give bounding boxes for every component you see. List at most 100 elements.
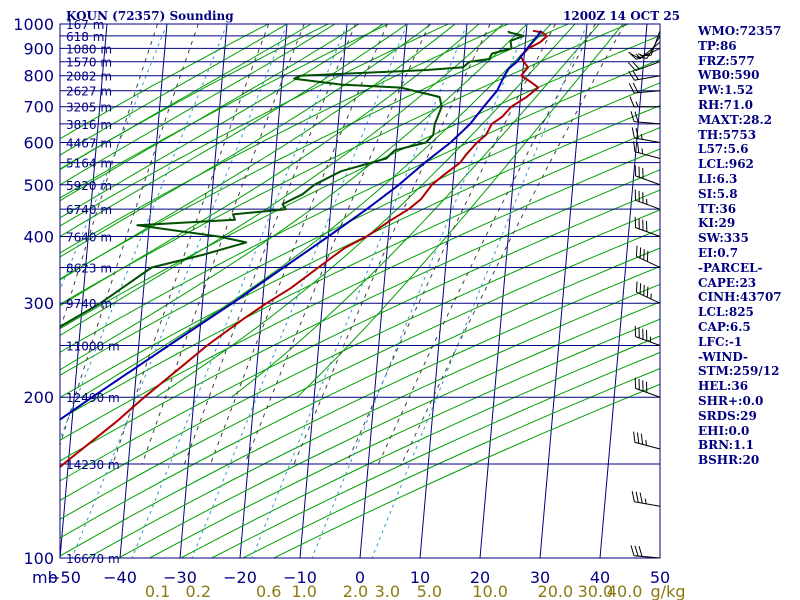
temperature-tick-label: 40	[590, 568, 610, 587]
wind-barb	[628, 47, 661, 60]
pressure-unit-label: mb	[32, 568, 58, 587]
index-item: KI:29	[698, 216, 736, 231]
index-item: WB0:590	[698, 68, 760, 83]
wind-barb-flag	[632, 70, 639, 80]
isohume-line	[191, 24, 408, 558]
wind-barb-staff	[635, 61, 661, 72]
moist-adiabat	[80, 24, 552, 398]
wind-barb-flag	[629, 96, 635, 107]
height-label: 1570 m	[66, 56, 112, 70]
wind-barb	[628, 60, 661, 72]
wind-barb-flag	[635, 281, 638, 293]
wind-barb-flag	[639, 492, 643, 504]
temperature-tick-label: 50	[650, 568, 670, 587]
pressure-axis-labels: 100 200 300 400 500 600 700 800 900 1000 mb	[13, 15, 57, 587]
wind-barb-flag	[636, 142, 640, 153]
wind-barb	[631, 491, 661, 507]
wind-barb	[631, 127, 661, 143]
mixing-ratio-line	[377, 24, 596, 465]
wind-barb-flag	[628, 83, 635, 94]
wind-barb-flag	[643, 284, 645, 296]
index-item: PW:1.52	[698, 83, 754, 98]
temperature-tick-label: 20	[470, 568, 490, 587]
pressure-label: 600	[23, 133, 54, 152]
temperature-axis-labels: −50 −40 −30 −20 −10 0 10 20 30 40 50	[47, 568, 670, 587]
wind-barb-staff	[635, 387, 661, 398]
wind-barb-flag	[630, 111, 635, 122]
mixing-ratio-line	[60, 24, 199, 447]
mixing-ratio-label: 2.0	[343, 582, 368, 600]
wind-barb-staff	[636, 291, 661, 304]
wind-barb-flag	[634, 111, 639, 123]
pressure-label: 800	[23, 67, 54, 86]
index-item: TP:86	[698, 38, 737, 53]
wind-barb	[634, 377, 661, 398]
wind-barb	[633, 431, 661, 450]
height-label: 7640 m	[66, 230, 112, 244]
pressure-label: 700	[23, 98, 54, 117]
temperature-tick-label: −40	[103, 568, 137, 587]
isohume-line	[71, 24, 288, 558]
isotherm	[599, 24, 648, 558]
dry-adiabat	[60, 247, 660, 539]
pressure-label: 1000	[13, 15, 54, 34]
height-label: 1080 m	[66, 42, 112, 56]
chart-time: 1200Z 14 OCT 25	[563, 9, 681, 23]
wind-barb-flag	[631, 60, 640, 70]
height-label: 5164 m	[66, 157, 112, 171]
index-item: L57:5.6	[698, 142, 749, 157]
index-item: HEL:36	[698, 379, 749, 394]
wind-barb	[628, 70, 661, 81]
isotherm	[539, 24, 588, 558]
wind-barb-staff	[636, 256, 661, 268]
wind-barb-staff	[636, 47, 661, 60]
wind-barb-staff	[635, 175, 661, 186]
pressure-label: 200	[23, 388, 54, 407]
mixing-ratio-label: 30.0	[578, 582, 614, 600]
wind-barb-staff	[635, 227, 661, 237]
mixing-ratio-label: 0.6	[256, 582, 281, 600]
index-item: LCL:962	[698, 157, 754, 172]
temperature-tick-label: −50	[47, 568, 81, 587]
wind-barb	[629, 96, 660, 108]
wind-barb-flag	[640, 133, 643, 140]
index-item: FRZ:577	[698, 53, 755, 68]
wind-barb-flag	[630, 545, 635, 556]
wind-barb-flag	[628, 51, 637, 60]
wind-barb	[635, 245, 661, 268]
wind-barb-flag	[632, 82, 639, 93]
isotherm	[359, 24, 408, 558]
temperature-tick-label: 30	[530, 568, 550, 587]
index-item: LCL:825	[698, 305, 754, 320]
pressure-label: 300	[23, 294, 54, 313]
index-item: BSHR:20	[698, 453, 760, 468]
wind-barb-flag	[641, 148, 644, 154]
wind-barb-flag	[634, 545, 639, 557]
mixing-ratio-label: 20.0	[538, 582, 574, 600]
wind-barb-flag	[628, 62, 636, 71]
wind-barb	[634, 325, 661, 346]
index-item: -WIND-	[698, 349, 748, 364]
index-item: TH:5753	[698, 127, 757, 142]
height-label: 167 m	[66, 18, 104, 32]
wind-barb-staff	[634, 501, 661, 507]
height-label: 16670 m	[66, 552, 120, 566]
wind-barb	[634, 189, 661, 210]
index-item: EHI:0.0	[698, 423, 750, 438]
mixing-ratio-line	[293, 24, 491, 465]
wind-barb-staff	[634, 75, 661, 81]
wind-barb-flag	[644, 498, 647, 504]
wind-barb-staff	[635, 336, 661, 346]
index-item: MAXT:28.2	[698, 112, 773, 127]
height-label: 3205 m	[66, 101, 112, 115]
temperature-tick-label: −20	[223, 568, 257, 587]
wind-barb	[634, 165, 661, 186]
mixing-ratio-label: 40.0	[607, 582, 643, 600]
isohume-line	[371, 24, 588, 558]
index-item: TT:36	[698, 201, 737, 216]
temperature-tick-label: 0	[355, 568, 365, 587]
wind-barbs	[628, 30, 661, 559]
height-label: 9740 m	[66, 297, 112, 311]
wind-barb-staff	[634, 151, 661, 159]
height-labels: 16670 m 14230 m 12490 m 11000 m 9740 m 8623 m…	[66, 18, 120, 566]
